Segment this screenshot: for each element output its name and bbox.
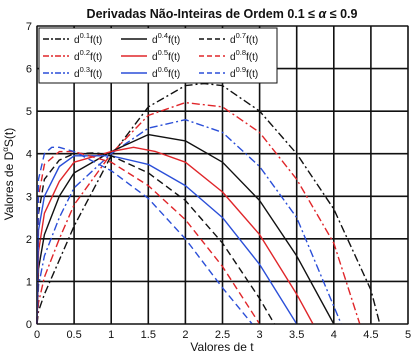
y-axis-label: Valores de DαS(t) (1, 128, 16, 220)
x-tick-label: 2 (182, 329, 188, 341)
legend-label-0-1: d0.1f(t) (74, 31, 102, 46)
y-tick-label: 7 (26, 21, 32, 33)
y-axis-label-suffix: S(t) (2, 128, 16, 147)
legend-label-0-9: d0.9f(t) (230, 65, 258, 80)
y-axis-label-sup: α (1, 147, 10, 152)
series-line-0-5 (36, 146, 314, 325)
chart-title-tail: ≤ 0.9 (326, 7, 357, 21)
chart-title-alpha: α (319, 7, 328, 21)
series-line-0-4 (36, 133, 335, 325)
x-tick-label: 1 (108, 329, 114, 341)
chart-legend: d0.1f(t) d0.2f(t) d0.3f(t) d0.4f(t) d0.5f(t)… (38, 27, 278, 84)
series-line-0-9 (36, 146, 253, 325)
legend-label-0-7: d0.7f(t) (230, 31, 258, 46)
y-axis-label-prefix: Valores de D (2, 151, 16, 220)
y-tick-label: 5 (26, 106, 32, 118)
series-layer (36, 82, 381, 325)
legend-label-0-5: d0.5f(t) (152, 48, 180, 63)
legend-box (38, 27, 278, 84)
tick-layer: 0 0.5 1 1.5 2 2.5 3 3.5 4 4.5 5 0 1 2 3 4 5 6 7 (26, 21, 411, 341)
x-tick-label: 2.5 (215, 329, 230, 341)
y-tick-label: 0 (26, 319, 32, 331)
legend-label-0-3: d0.3f(t) (74, 65, 102, 80)
x-tick-label: 3 (257, 329, 263, 341)
series-line-0-7 (36, 152, 276, 325)
x-axis-label: Valores de t (190, 340, 254, 354)
legend-label-0-2: d0.2f(t) (74, 48, 102, 63)
x-tick-label: 5 (405, 329, 411, 341)
chart-title: Derivadas Não-Inteiras de Ordem 0.1 ≤ α … (87, 7, 358, 21)
series-line-0-2 (36, 101, 361, 325)
series-line-0-3 (36, 118, 342, 325)
series-line-0-8 (36, 150, 261, 325)
x-tick-label: 1.5 (141, 329, 156, 341)
y-tick-label: 6 (26, 64, 32, 76)
y-tick-label: 4 (26, 149, 32, 161)
x-tick-label: 0 (34, 329, 40, 341)
legend-label-0-8: d0.8f(t) (230, 48, 258, 63)
legend-label-0-6: d0.6f(t) (152, 65, 180, 80)
y-tick-label: 1 (26, 276, 32, 288)
legend-label-0-4: d0.4f(t) (152, 31, 180, 46)
series-line-0-1 (36, 82, 381, 325)
x-tick-label: 4 (331, 329, 337, 341)
x-tick-label: 0.5 (66, 329, 81, 341)
y-tick-label: 2 (26, 234, 32, 246)
x-tick-label: 4.5 (363, 329, 378, 341)
x-tick-label: 3.5 (289, 329, 304, 341)
y-tick-label: 3 (26, 191, 32, 203)
chart-title-main: Derivadas Não-Inteiras de Ordem 0.1 ≤ (87, 7, 319, 21)
